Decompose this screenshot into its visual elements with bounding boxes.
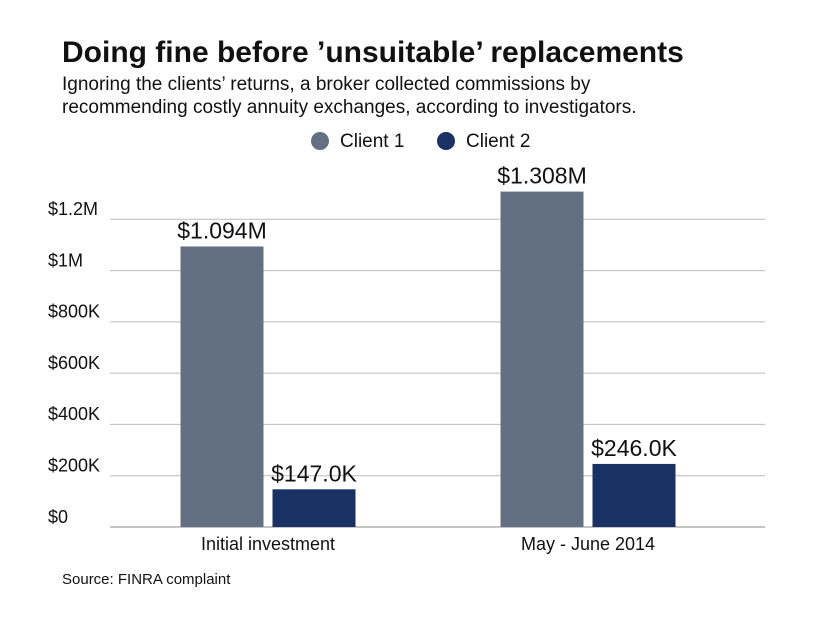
y-tick-label: $800K	[48, 302, 100, 322]
y-tick-label: $1.2M	[48, 199, 98, 219]
value-label: $1.308M	[497, 163, 587, 189]
chart-title: Doing fine before ’unsuitable’ replaceme…	[62, 36, 684, 69]
y-tick-label: $1M	[48, 250, 83, 270]
value-label: $147.0K	[271, 460, 357, 486]
y-tick-label: $400K	[48, 404, 100, 424]
subtitle-line: Ignoring the clients’ returns, a broker …	[62, 74, 591, 95]
legend-swatch	[311, 132, 329, 150]
legend-label: Client 1	[340, 131, 404, 152]
source: Source: FINRA complaint	[62, 571, 231, 588]
y-tick-label: $200K	[48, 455, 100, 475]
value-label: $1.094M	[177, 218, 267, 244]
value-label: $246.0K	[591, 435, 677, 461]
subtitle-line: recommending costly annuity exchanges, a…	[62, 97, 637, 118]
x-tick-label: Initial investment	[201, 534, 335, 554]
y-tick-label: $600K	[48, 353, 100, 373]
x-tick-label: May - June 2014	[521, 534, 655, 554]
bar	[180, 246, 264, 527]
legend-swatch	[437, 132, 455, 150]
y-tick-label: $0	[48, 507, 68, 527]
bar	[500, 191, 584, 527]
bar	[592, 463, 676, 527]
legend-label: Client 2	[466, 131, 530, 152]
bar	[272, 489, 356, 527]
